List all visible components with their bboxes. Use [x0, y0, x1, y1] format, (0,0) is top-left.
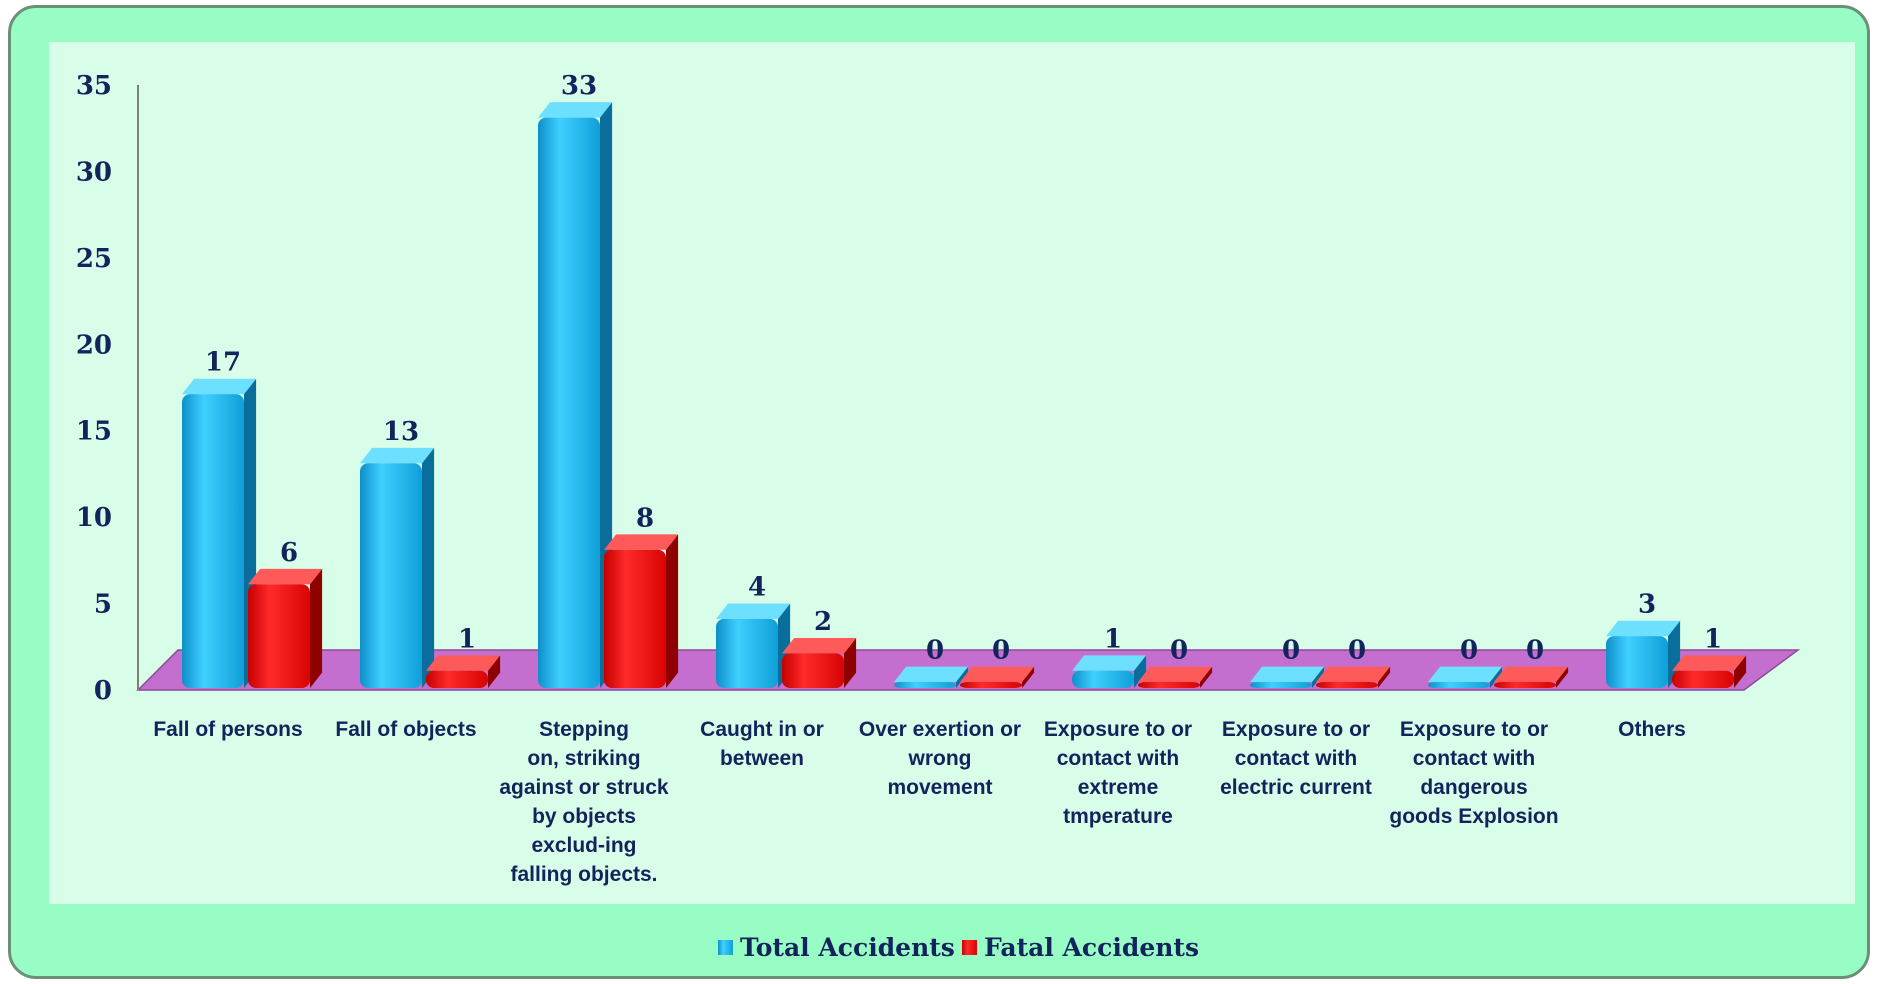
- data-label: 0: [1170, 636, 1188, 666]
- category-labels: Fall of persons Fall of objects Stepping on…: [153, 718, 1686, 886]
- data-label: 0: [992, 636, 1010, 666]
- data-label: 0: [1348, 636, 1366, 666]
- data-label: 0: [1282, 636, 1300, 666]
- data-label: 0: [1460, 636, 1478, 666]
- total-accidents-bar: [1606, 620, 1681, 688]
- data-label: 0: [926, 636, 944, 666]
- category-label: Caught in or between: [700, 718, 824, 770]
- data-label: 2: [814, 607, 832, 637]
- legend-label: Total Accidents: [740, 933, 955, 962]
- fatal-accidents-bar: [1494, 666, 1569, 688]
- data-label: 1: [1704, 624, 1722, 654]
- total-accidents-bar: [1072, 655, 1147, 688]
- category-label: Others: [1618, 718, 1686, 741]
- data-label: 4: [748, 572, 766, 602]
- total-accidents-bar: [1250, 666, 1325, 688]
- data-label: 17: [205, 348, 241, 378]
- category-label: Exposure to or contact with dangerous goods…: [1389, 718, 1558, 828]
- total-accidents-bar: [182, 378, 257, 688]
- y-tick-label: 20: [76, 330, 112, 360]
- category-label: Fall of objects: [335, 718, 476, 741]
- y-tick-label: 0: [94, 676, 112, 706]
- legend-swatch: [962, 940, 977, 955]
- fatal-accidents-bar: [426, 655, 501, 688]
- data-label: 33: [561, 71, 597, 101]
- fatal-accidents-bar: [1316, 666, 1391, 688]
- total-accidents-bar: [1428, 666, 1503, 688]
- y-tick-label: 35: [76, 71, 112, 101]
- legend-swatch: [718, 940, 733, 955]
- category-label: Over exertion or wrong movement: [859, 718, 1021, 799]
- data-label: 1: [1104, 624, 1122, 654]
- y-tick-label: 10: [76, 503, 112, 533]
- fatal-accidents-bar: [248, 568, 323, 688]
- data-labels: 17 6 13 1 33 8 4 2 0 0 1 0 0 0 0 0 3 1: [205, 71, 1722, 665]
- fatal-accidents-bar: [1672, 655, 1747, 688]
- y-axis: 0 5 10 15 20 25 30 35: [76, 71, 139, 706]
- total-accidents-bar: [538, 102, 613, 689]
- y-tick-label: 5: [94, 590, 112, 620]
- data-label: 1: [458, 624, 476, 654]
- bars: [182, 102, 1747, 689]
- category-label: Fall of persons: [153, 718, 302, 741]
- y-tick-label: 30: [76, 157, 112, 187]
- chart-frame: [8, 5, 1870, 979]
- total-accidents-bar: [360, 447, 435, 688]
- total-accidents-bar: [716, 603, 791, 688]
- plot-area: [49, 42, 1855, 904]
- legend-total-accidents: Total Accidents: [718, 933, 955, 962]
- data-label: 6: [280, 538, 298, 568]
- fatal-accidents-bar: [1138, 666, 1213, 688]
- y-tick-label: 15: [76, 417, 112, 447]
- legend-label: Fatal Accidents: [984, 933, 1199, 962]
- fatal-accidents-bar: [604, 534, 679, 688]
- category-label: Stepping on, striking against or struck by …: [499, 718, 669, 886]
- fatal-accidents-bar: [960, 666, 1035, 688]
- legend-fatal-accidents: Fatal Accidents: [962, 933, 1199, 962]
- data-label: 0: [1526, 636, 1544, 666]
- data-label: 13: [383, 417, 419, 447]
- data-label: 3: [1638, 590, 1656, 620]
- category-label: Exposure to or contact with extreme tmperat…: [1044, 718, 1192, 828]
- y-tick-label: 25: [76, 244, 112, 274]
- category-label: Exposure to or contact with electric curre…: [1220, 718, 1372, 799]
- data-label: 8: [636, 503, 654, 533]
- legend: Total Accidents Fatal Accidents: [718, 933, 1199, 962]
- fatal-accidents-bar: [782, 638, 857, 688]
- total-accidents-bar: [894, 666, 969, 688]
